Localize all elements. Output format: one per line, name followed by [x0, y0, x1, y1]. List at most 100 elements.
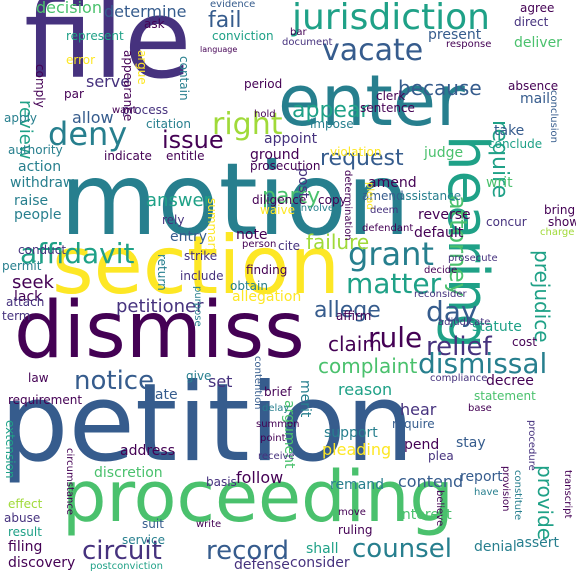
word-agree: agree: [520, 1, 555, 15]
word-obtain: obtain: [230, 279, 268, 293]
word-error: error: [66, 53, 96, 67]
word-deny: deny: [48, 115, 128, 153]
word-party: party: [262, 184, 321, 209]
word-show: show: [548, 215, 576, 229]
word-purpose: purpose: [192, 286, 203, 327]
word-prejudice: prejudice: [530, 250, 554, 343]
word-assert: assert: [516, 535, 560, 551]
word-statute: statute: [472, 319, 522, 335]
word-constitute: constitute: [512, 470, 523, 521]
word-sentence: sentence: [360, 101, 415, 115]
word-cite: cite: [278, 239, 301, 253]
word-counsel: counsel: [352, 534, 452, 564]
word-pend: pend: [404, 437, 440, 453]
word-argue: argue: [135, 50, 149, 85]
word-reverse: reverse: [418, 207, 471, 223]
word-provide: provide: [533, 465, 557, 541]
word-violation: violation: [330, 145, 382, 159]
word-conduct: conduct: [18, 243, 67, 257]
word-believe: believe: [434, 490, 445, 527]
word-file: file: [24, 0, 192, 103]
word-provision: provision: [500, 466, 511, 512]
word-contain: contain: [177, 56, 191, 101]
word-defense: defense: [234, 557, 290, 573]
word-delay: delay: [262, 403, 290, 414]
word-because: because: [398, 76, 482, 100]
word-fail: fail: [208, 8, 242, 33]
word-pleading: pleading: [322, 440, 392, 459]
word-amend: amend: [368, 175, 417, 191]
word-brief: brief: [264, 385, 292, 399]
word-jurisdiction: jurisdiction: [292, 0, 490, 38]
word-contend: contend: [398, 472, 464, 491]
word-mail: mail: [520, 91, 550, 107]
word-stay: stay: [456, 435, 486, 451]
word-basis: basis: [206, 475, 237, 489]
word-represent: represent: [66, 29, 124, 43]
word-interest: interest: [398, 507, 452, 523]
word-require-small: require: [392, 417, 435, 431]
word-suit: suit: [142, 517, 164, 531]
word-write: write: [196, 519, 222, 530]
word-person: person: [242, 239, 277, 250]
word-day: day: [426, 295, 478, 328]
word-allege: allege: [314, 298, 381, 323]
word-conclude: conclude: [488, 137, 543, 151]
word-circuit: circuit: [82, 536, 162, 566]
word-service: service: [122, 533, 165, 547]
word-conviction: conviction: [212, 29, 274, 43]
word-remand: remand: [330, 477, 385, 493]
word-impose: impose: [310, 117, 354, 131]
word-cost: cost: [512, 335, 537, 349]
word-discovery: discovery: [8, 555, 76, 571]
word-language: language: [200, 45, 238, 54]
word-bring: bring: [544, 203, 576, 217]
word-involve: involve: [298, 203, 335, 214]
word-failure: failure: [306, 230, 370, 254]
word-postconviction: postconviction: [90, 561, 163, 572]
word-amend-small: amend: [362, 189, 404, 203]
word-default: default: [414, 225, 464, 241]
word-contention: contention: [252, 356, 263, 410]
word-defendant: defendant: [362, 223, 414, 234]
word-copy: copy: [318, 193, 347, 207]
word-relief: relief: [426, 332, 492, 362]
word-section: section: [52, 219, 341, 312]
word-point: point: [260, 433, 286, 444]
word-appoint: appoint: [264, 131, 318, 147]
word-petitioner: petitioner: [116, 296, 204, 317]
word-take: take: [494, 123, 525, 139]
word-reason: reason: [338, 380, 393, 399]
word-include: include: [180, 269, 224, 283]
word-abuse: abuse: [4, 511, 41, 525]
word-appear: appear: [292, 98, 370, 123]
word-support: support: [324, 425, 378, 441]
word-document: document: [282, 37, 333, 48]
word-statement: statement: [474, 389, 536, 403]
word-ask: ask: [144, 17, 165, 31]
word-circumstance: circumstance: [64, 448, 75, 515]
word-direct: direct: [514, 15, 549, 29]
word-conclusion: conclusion: [548, 90, 559, 144]
word-ruling: ruling: [338, 523, 373, 537]
word-seek: seek: [12, 272, 54, 293]
word-absence: absence: [508, 79, 559, 93]
word-concur: concur: [486, 215, 527, 229]
word-filing: filing: [8, 539, 43, 555]
word-judge: judge: [424, 145, 464, 161]
word-serve: serve: [86, 72, 131, 91]
word-hold: hold: [254, 109, 276, 120]
word-requirement: requirement: [8, 393, 83, 407]
word-issue: issue: [162, 126, 224, 154]
word-proceeding: proceeding: [62, 456, 454, 538]
word-adjudicate: adjudicate: [438, 317, 491, 328]
word-attach: attach: [6, 295, 45, 309]
word-give: give: [186, 369, 212, 383]
word-grant: grant: [348, 235, 434, 273]
word-allegation: allegation: [232, 289, 302, 305]
word-plea: plea: [428, 449, 454, 463]
word-compliance: compliance: [430, 373, 488, 384]
word-enter: enter: [278, 60, 465, 142]
word-people: people: [14, 207, 62, 223]
word-date: date: [146, 387, 178, 403]
